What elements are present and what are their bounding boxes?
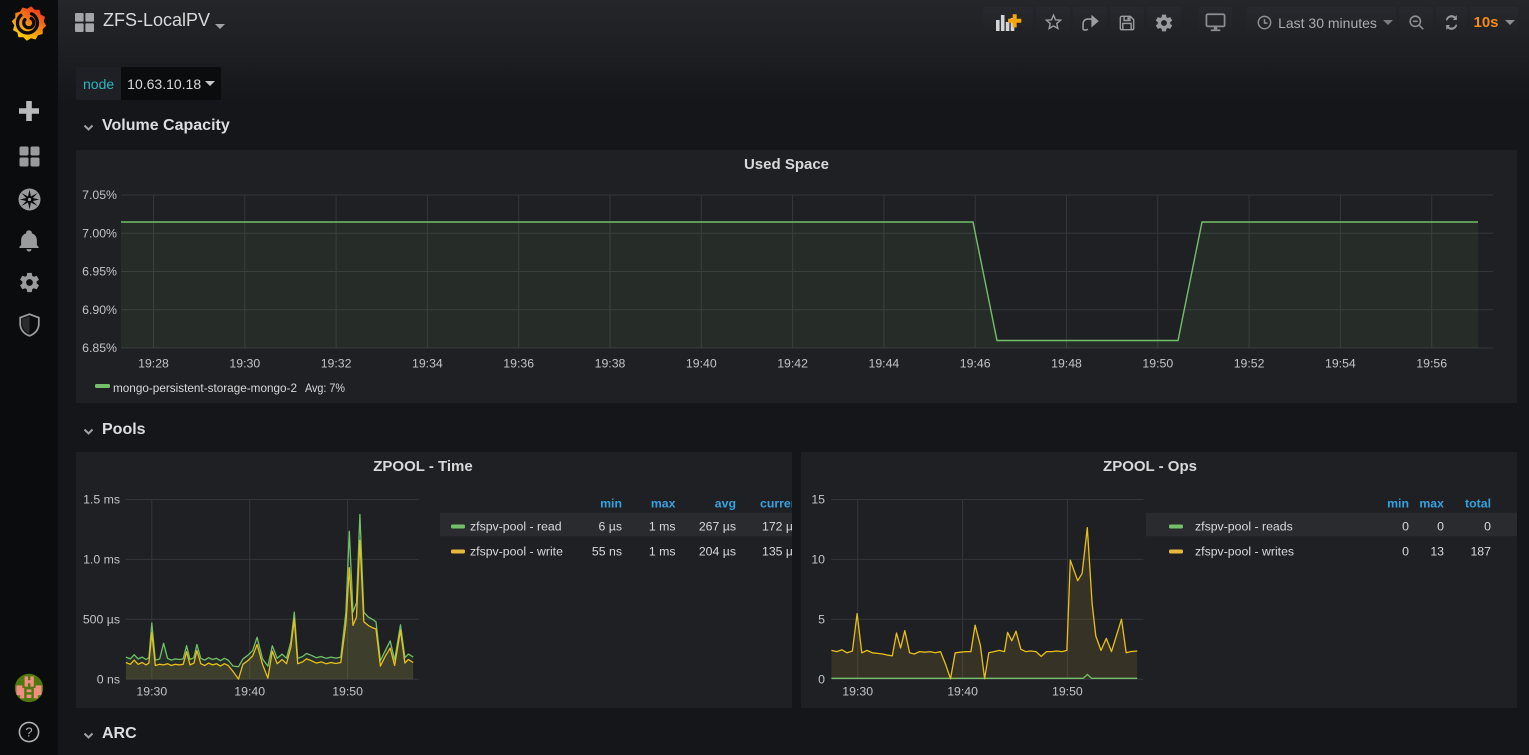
svg-text:19:52: 19:52 [1234,357,1265,371]
svg-text:204 µs: 204 µs [699,545,736,559]
svg-text:0: 0 [818,673,825,687]
svg-text:13: 13 [1430,545,1444,559]
svg-text:0: 0 [1437,520,1444,534]
svg-text:0 ns: 0 ns [97,673,120,687]
svg-text:19:38: 19:38 [595,357,626,371]
svg-text:Avg: 7%: Avg: 7% [305,381,345,395]
svg-text:zfspv-pool - reads: zfspv-pool - reads [1195,520,1293,534]
svg-text:zfspv-pool - writes: zfspv-pool - writes [1195,545,1294,559]
svg-text:mongo-persistent-storage-mongo: mongo-persistent-storage-mongo-2 [113,381,297,395]
svg-text:19:48: 19:48 [1051,357,1082,371]
svg-text:55 ns: 55 ns [592,545,622,559]
svg-text:19:46: 19:46 [960,357,991,371]
svg-text:zfspv-pool - write: zfspv-pool - write [470,545,563,559]
svg-text:19:50: 19:50 [1142,357,1173,371]
svg-text:172 µs: 172 µs [762,520,792,534]
svg-text:total: total [1465,497,1491,511]
svg-text:19:34: 19:34 [412,357,443,371]
svg-text:6 µs: 6 µs [599,520,623,534]
svg-text:6.90%: 6.90% [82,303,117,317]
svg-text:500 µs: 500 µs [83,613,120,627]
svg-text:avg: avg [715,497,736,511]
svg-text:187: 187 [1470,545,1491,559]
svg-text:current: current [760,497,792,511]
svg-text:min: min [600,497,622,511]
svg-text:19:30: 19:30 [136,685,167,699]
svg-text:1 ms: 1 ms [649,545,676,559]
svg-text:0: 0 [1484,520,1491,534]
svg-text:6.85%: 6.85% [82,341,117,355]
svg-text:1.0 ms: 1.0 ms [83,553,120,567]
svg-text:19:40: 19:40 [686,357,717,371]
svg-text:19:42: 19:42 [777,357,808,371]
svg-text:7.00%: 7.00% [82,227,117,241]
svg-text:19:32: 19:32 [321,357,352,371]
svg-text:7.05%: 7.05% [82,188,117,202]
svg-text:19:36: 19:36 [503,357,534,371]
svg-text:10: 10 [811,553,825,567]
svg-text:?: ? [25,725,32,740]
svg-text:267 µs: 267 µs [699,520,736,534]
svg-text:19:40: 19:40 [947,685,978,699]
svg-text:19:56: 19:56 [1416,357,1447,371]
svg-text:1.5 ms: 1.5 ms [83,493,120,507]
svg-text:19:44: 19:44 [869,357,900,371]
svg-text:19:54: 19:54 [1325,357,1356,371]
svg-text:19:30: 19:30 [229,357,260,371]
svg-text:19:28: 19:28 [138,357,169,371]
svg-text:max: max [1419,497,1444,511]
svg-text:min: min [1387,497,1409,511]
svg-text:19:50: 19:50 [1052,685,1083,699]
svg-text:19:40: 19:40 [234,685,265,699]
svg-text:0: 0 [1402,520,1409,534]
svg-text:135 µs: 135 µs [762,545,792,559]
svg-text:19:30: 19:30 [842,685,873,699]
svg-text:1 ms: 1 ms [649,520,676,534]
svg-text:6.95%: 6.95% [82,265,117,279]
svg-text:19:50: 19:50 [332,685,363,699]
svg-text:15: 15 [811,493,825,507]
svg-text:0: 0 [1402,545,1409,559]
svg-text:5: 5 [818,613,825,627]
svg-text:max: max [651,497,676,511]
svg-text:zfspv-pool - read: zfspv-pool - read [470,520,562,534]
